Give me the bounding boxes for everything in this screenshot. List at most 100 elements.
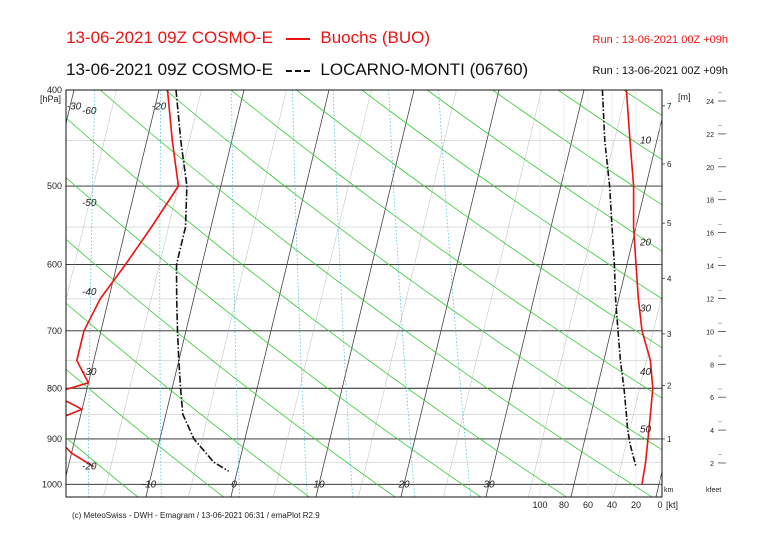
isotherm-line: [315, 90, 415, 497]
isotherm-line: [0, 90, 32, 497]
title-buochs: 13-06-2021 09Z COSMO-E Buochs (BUO): [66, 28, 430, 48]
isotherm-line: [66, 90, 160, 478]
height-km-unit-label: km: [664, 487, 674, 494]
dry-adiabat-line: [689, 90, 766, 501]
legend-red-line: [285, 37, 310, 40]
height-m-tick-label: 4: [667, 275, 672, 284]
dry-adiabat-line: [66, 368, 225, 497]
locarno-wind-speed-profile-line: [601, 90, 637, 467]
locarno-temperature-line: [175, 90, 230, 472]
wind-tick-label: 0: [657, 500, 662, 510]
mixing-ratio-label: 10: [640, 136, 652, 147]
dry-adiabat-line: [754, 90, 766, 501]
wind-tick-label: 100: [532, 500, 547, 510]
run-label-buochs: Run : 13-06-2021 00Z +09h: [592, 34, 728, 46]
pressure-tick-label: 700: [47, 326, 62, 336]
dry-adiabat-line: [296, 90, 662, 349]
pressure-tick-label: 600: [47, 259, 62, 269]
pressure-unit-label: [hPa]: [40, 94, 61, 104]
grid-layer: [0, 90, 766, 501]
kfeet-tick-label: 8: [710, 362, 714, 369]
kfeet-unit-label: kfeet: [706, 487, 721, 494]
height-m-unit-label: [m]: [678, 92, 691, 102]
mixing-ratio-line: [231, 90, 241, 497]
wind-tick-label: 40: [607, 500, 617, 510]
dry-adiabat-line: [623, 90, 662, 116]
wind-tick-label: 20: [631, 500, 641, 510]
isotherm-line: [188, 90, 287, 497]
isotherm-line: [443, 90, 542, 497]
isotherm-label: -60: [82, 106, 97, 117]
height-m-tick-label: 5: [667, 219, 672, 228]
isotherm-line: [400, 90, 500, 497]
pressure-tick-label: 900: [47, 434, 62, 444]
dry-adiabat-line: [165, 90, 662, 451]
temperature-tick-label: -10: [142, 479, 157, 490]
isotherm-line: [570, 117, 662, 497]
mixing-ratio-line: [20, 90, 33, 501]
wind-unit-label: [kt]: [666, 500, 678, 510]
title-locarno: 13-06-2021 09Z COSMO-E LOCARNO-MONTI (06…: [66, 60, 528, 80]
legend-dashdot-line: [285, 69, 310, 72]
isotherm-line: [66, 90, 75, 125]
isotherm-label: -50: [82, 198, 97, 209]
mixing-ratio-line: [159, 90, 162, 497]
mixing-ratio-label: 30: [640, 304, 652, 315]
isotherm-label: -40: [82, 287, 97, 298]
kfeet-tick-label: 2: [710, 461, 714, 468]
isotherm-line: [103, 90, 202, 497]
title-locarno-station: LOCARNO-MONTI (06760): [320, 60, 529, 79]
isotherm-label: -30: [82, 367, 97, 378]
isotherm-label: -20: [82, 462, 97, 473]
wind-tick-label: 60: [583, 500, 593, 510]
dry-adiabat-line: [492, 90, 662, 206]
temperature-tick-label: 30: [483, 479, 495, 490]
isotherm-line: [66, 90, 117, 301]
dry-adiabat-line: [99, 90, 653, 497]
mixing-ratio-label: 50: [640, 424, 652, 435]
isotherm-line: [528, 90, 627, 497]
isotherm-line: [698, 90, 766, 497]
dry-adiabat-line: [66, 437, 139, 497]
isotherm-top-label: -30: [67, 101, 82, 112]
mixing-ratio-line: [388, 90, 416, 497]
isotherm-line: [358, 90, 457, 497]
height-m-tick-label: 7: [667, 102, 672, 111]
temperature-tick-label: 20: [397, 479, 410, 490]
kfeet-tick-label: 6: [710, 395, 714, 402]
kfeet-tick-label: 18: [706, 198, 714, 205]
buochs-wind-speed-profile-line: [625, 90, 654, 485]
dry-adiabat-line: [426, 90, 662, 252]
kfeet-tick-label: 14: [706, 264, 714, 271]
wind-layer: [539, 90, 661, 497]
kfeet-tick-label: 4: [710, 428, 714, 435]
profiles-layer: [66, 90, 230, 472]
footer-credit: (c) MeteoSwiss - DWH - Emagram / 13-06-2…: [72, 511, 320, 520]
run-label-locarno: Run : 13-06-2021 00Z +09h: [592, 65, 728, 77]
kfeet-tick-label: 20: [706, 165, 714, 172]
isotherm-line: [741, 90, 766, 497]
buochs-temperature-line: [66, 90, 180, 468]
title-buochs-station: Buochs (BUO): [320, 28, 430, 47]
height-m-tick-label: 2: [667, 382, 672, 391]
mixing-ratio-label: 40: [640, 367, 652, 378]
mixing-ratio-label: 20: [639, 237, 652, 248]
plot-frame: [65, 89, 663, 498]
dry-adiabat-line: [66, 302, 311, 497]
kfeet-tick-label: 10: [706, 329, 714, 336]
mixing-ratio-line: [292, 90, 308, 497]
dry-adiabat-line: [361, 90, 662, 300]
temperature-tick-label: 0: [231, 479, 237, 490]
isotherm-line: [273, 90, 372, 497]
pressure-tick-label: 800: [47, 383, 62, 393]
title-locarno-run: 13-06-2021 09Z COSMO-E: [66, 60, 273, 79]
pressure-tick-label: 1000: [42, 479, 62, 489]
temperature-tick-label: 10: [313, 479, 325, 490]
pressure-tick-label: 400: [47, 85, 62, 95]
dry-adiabat-line: [66, 117, 568, 497]
isotherm-line: [485, 90, 585, 497]
isotherm-top-label: -20: [152, 101, 167, 112]
mixing-ratio-line: [87, 90, 96, 497]
kfeet-tick-label: 22: [706, 132, 714, 139]
